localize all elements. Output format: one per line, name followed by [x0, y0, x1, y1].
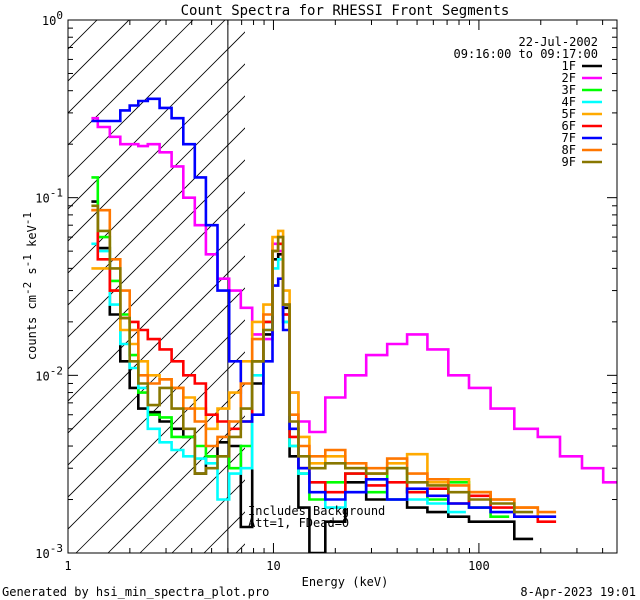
hatch-line	[68, 159, 245, 338]
hatch-line	[75, 383, 245, 553]
hatch-line	[68, 63, 245, 242]
legend-label-8F: 8F	[562, 143, 576, 157]
series-5F-line	[91, 229, 557, 518]
hatch-line	[68, 223, 245, 402]
y-tick-label: 10-1	[35, 187, 63, 206]
observation-date: 22-Jul-2002	[519, 35, 598, 49]
legend-label-2F: 2F	[562, 71, 576, 85]
x-axis-label: Energy (keV)	[302, 575, 389, 589]
y-axis-ticks: 100 10-1 10-2 10-3	[35, 9, 617, 561]
plot-frame	[67, 19, 618, 554]
hatch-line	[68, 31, 245, 210]
hatch-line	[68, 319, 245, 498]
hatch-line	[68, 20, 130, 82]
legend-label-5F: 5F	[562, 107, 576, 121]
footer-generator: Generated by hsi_min_spectra_plot.pro	[2, 585, 269, 599]
x-tick-label: 1	[64, 559, 71, 573]
y-tick-label: 100	[42, 9, 63, 28]
hatch-line	[68, 191, 245, 370]
x-tick-label: 100	[468, 559, 490, 573]
series-9F-line	[91, 204, 534, 514]
series-lines	[91, 97, 617, 553]
y-tick-label: 10-2	[35, 364, 63, 383]
hatch-line	[68, 20, 226, 178]
hatch-line	[68, 255, 245, 434]
y-axis-label: counts cm-2 s-1 keV-1	[21, 212, 39, 360]
hatch-line	[107, 415, 245, 553]
legend-label-7F: 7F	[562, 131, 576, 145]
hatch-line	[0, 0, 100, 553]
y-tick-label: 10-3	[35, 542, 63, 561]
x-axis-ticks: 1 10 100	[64, 20, 604, 573]
background-hatch-region	[0, 0, 245, 553]
legend-label-1F: 1F	[562, 59, 576, 73]
legend-label-9F: 9F	[562, 155, 576, 169]
hatch-line	[68, 127, 245, 306]
note-attenuator: Att=1, FDead=0	[248, 516, 349, 530]
chart-title: Count Spectra for RHESSI Front Segments	[181, 3, 510, 19]
legend-label-6F: 6F	[562, 119, 576, 133]
observation-time-range: 09:16:00 to 09:17:00	[454, 47, 599, 61]
series-6F-line	[91, 208, 557, 523]
note-background: Includes Background	[248, 504, 385, 518]
hatch-line	[0, 0, 132, 553]
footer-timestamp: 8-Apr-2023 19:01	[520, 585, 636, 599]
hatch-line	[68, 20, 162, 114]
hatch-line	[68, 95, 245, 274]
hatch-line	[68, 287, 245, 466]
hatch-line	[235, 543, 245, 553]
legend-label-3F: 3F	[562, 83, 576, 97]
x-tick-label: 10	[266, 559, 280, 573]
hatch-line	[68, 351, 245, 530]
legend-label-4F: 4F	[562, 95, 576, 109]
hatch-line	[68, 20, 194, 146]
series-8F-line	[91, 208, 557, 514]
